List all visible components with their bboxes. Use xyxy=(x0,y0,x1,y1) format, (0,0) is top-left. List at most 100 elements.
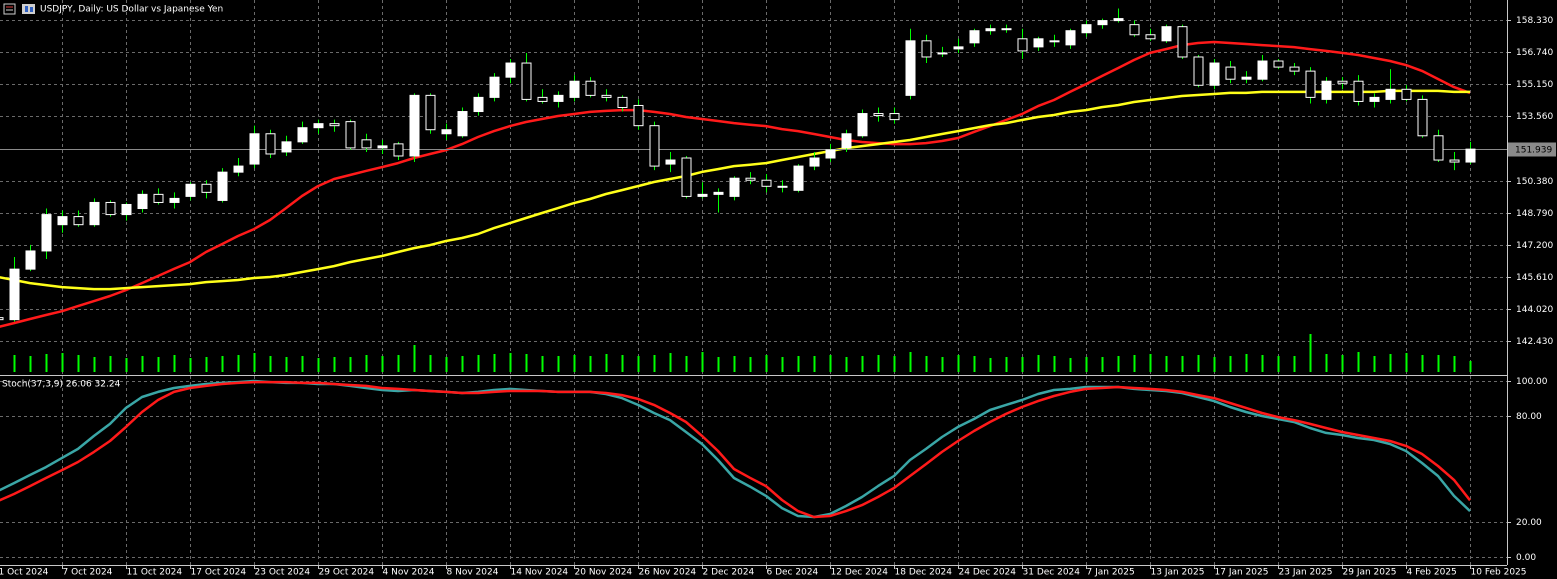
candle-body xyxy=(73,216,84,226)
candle-body xyxy=(937,52,948,55)
candle-body xyxy=(1177,26,1188,58)
candle-body xyxy=(617,96,628,108)
candle-body xyxy=(681,157,692,197)
y-tick-label: 80.00 xyxy=(1516,412,1542,422)
candle-body xyxy=(521,62,532,100)
y-tick-label: 158.330 xyxy=(1516,16,1553,26)
candle-body xyxy=(841,133,852,149)
y-tick-label: 156.740 xyxy=(1516,48,1553,58)
candle-body xyxy=(473,96,484,113)
candle-body xyxy=(457,111,468,137)
x-tick-label: 2 Dec 2024 xyxy=(703,568,755,578)
candle-body xyxy=(329,123,340,127)
candle-body xyxy=(697,193,708,197)
candle-body xyxy=(9,268,20,321)
candle-body xyxy=(89,201,100,226)
x-tick-label: 24 Dec 2024 xyxy=(959,568,1017,578)
x-tick-label: 23 Jan 2025 xyxy=(1279,568,1333,578)
menu-icon[interactable] xyxy=(3,3,16,15)
x-tick-label: 18 Dec 2024 xyxy=(895,568,953,578)
candle-body xyxy=(1273,60,1284,68)
candle-body xyxy=(201,183,212,193)
y-tick-label: 150.380 xyxy=(1516,177,1553,187)
candle-body xyxy=(809,157,820,167)
candle-body xyxy=(153,193,164,203)
candle-body xyxy=(1289,66,1300,72)
candle-body xyxy=(1353,80,1364,102)
x-tick-label: 17 Oct 2024 xyxy=(191,568,247,578)
candle-body xyxy=(537,96,548,102)
x-tick-label: 4 Feb 2025 xyxy=(1407,568,1457,578)
x-tick-label: 10 Feb 2025 xyxy=(1471,568,1527,578)
candle-body xyxy=(1465,148,1476,163)
candle-body xyxy=(825,149,836,159)
y-tick-label: 147.200 xyxy=(1516,241,1553,251)
candle-body xyxy=(1129,24,1140,36)
x-tick-label: 13 Jan 2025 xyxy=(1151,568,1205,578)
candle-body xyxy=(969,30,980,44)
symbol-icons xyxy=(3,3,35,15)
x-tick-label: 14 Nov 2024 xyxy=(511,568,569,578)
candle-body xyxy=(1049,40,1060,43)
x-tick-label: 17 Jan 2025 xyxy=(1215,568,1269,578)
y-tick-label: 20.00 xyxy=(1516,518,1542,528)
candle-body xyxy=(649,125,660,167)
x-tick-label: 29 Jan 2025 xyxy=(1343,568,1397,578)
price-label-box xyxy=(1508,142,1556,157)
candle-body xyxy=(857,113,868,137)
candle-body xyxy=(1225,66,1236,80)
candle-body xyxy=(953,46,964,50)
y-tick-label: 0.00 xyxy=(1516,553,1536,563)
moving-average xyxy=(0,40,1471,328)
x-tick-label: 20 Nov 2024 xyxy=(575,568,633,578)
y-tick-label: 148.790 xyxy=(1516,209,1553,219)
moving-average xyxy=(0,89,1470,291)
candle-body xyxy=(921,40,932,58)
candle-body xyxy=(1241,76,1252,80)
candle-body xyxy=(297,127,308,143)
x-tick-label: 31 Dec 2024 xyxy=(1023,568,1081,578)
candle-body xyxy=(1145,34,1156,40)
x-tick-label: 6 Dec 2024 xyxy=(767,568,819,578)
candle-body xyxy=(1449,159,1460,163)
candle-body xyxy=(585,80,596,96)
candle-body xyxy=(601,94,612,98)
chart-title: USDJPY, Daily: US Dollar vs Japanese Yen xyxy=(40,5,223,15)
candle-body xyxy=(1433,135,1444,161)
candle-body xyxy=(729,177,740,197)
candle-body xyxy=(793,165,804,191)
candle-body xyxy=(1305,70,1316,98)
candle-body xyxy=(425,94,436,131)
candle-body xyxy=(1161,26,1172,42)
candle-body xyxy=(57,216,68,226)
candle-body xyxy=(377,145,388,149)
candle-body xyxy=(489,76,500,98)
candle-body xyxy=(713,191,724,195)
candle-body xyxy=(249,133,260,165)
candle-body xyxy=(665,159,676,165)
chart-icon[interactable] xyxy=(22,4,35,14)
y-tick-label: 144.020 xyxy=(1516,305,1553,315)
candle-body xyxy=(777,185,788,188)
candle-body xyxy=(1337,80,1348,84)
x-tick-label: 26 Nov 2024 xyxy=(639,568,697,578)
candle-body xyxy=(265,133,276,155)
candle-body xyxy=(0,317,4,321)
candle-body xyxy=(1193,56,1204,86)
price-label: 151.939 xyxy=(1515,146,1552,156)
candle-body xyxy=(1369,96,1380,102)
candle-body xyxy=(1209,62,1220,86)
x-tick-label: 7 Jan 2025 xyxy=(1087,568,1135,578)
candle-body xyxy=(985,28,996,32)
y-tick-label: 153.560 xyxy=(1516,112,1553,122)
candle-body xyxy=(361,139,372,149)
candle-body xyxy=(1385,88,1396,100)
x-tick-label: 1 Oct 2024 xyxy=(0,568,49,578)
y-tick-label: 145.610 xyxy=(1516,273,1553,283)
y-tick-label: 100.00 xyxy=(1516,377,1548,387)
candle-body xyxy=(1081,24,1092,34)
candle-body xyxy=(553,94,564,102)
candle-body xyxy=(905,40,916,96)
candle-body xyxy=(217,171,228,201)
